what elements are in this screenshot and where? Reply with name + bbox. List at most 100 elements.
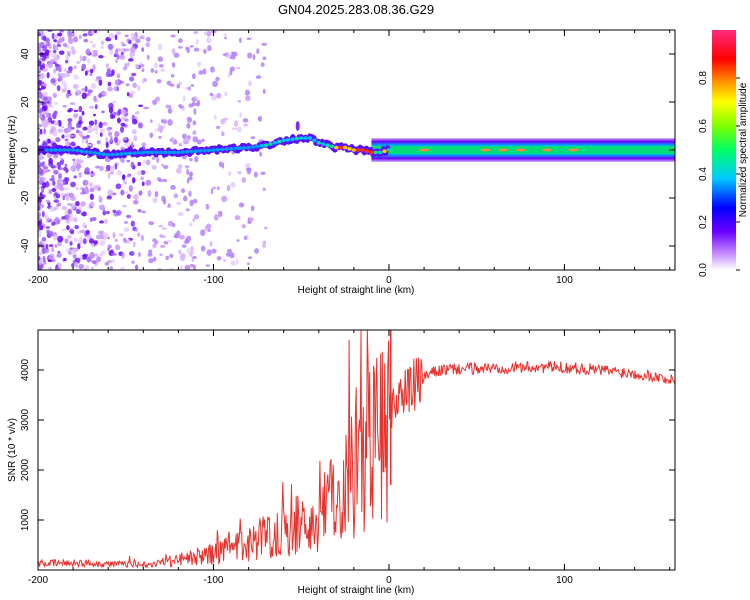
- noise-speckle: [79, 236, 83, 243]
- ridge-core: [48, 148, 54, 152]
- colorbar-tick-label: 0.8: [698, 71, 709, 85]
- noise-speckle: [98, 196, 103, 203]
- noise-speckle: [38, 255, 41, 262]
- noise-speckle: [45, 226, 51, 229]
- noise-speckle: [186, 168, 190, 176]
- noise-speckle: [136, 170, 142, 176]
- noise-speckle: [148, 249, 153, 255]
- noise-speckle: [78, 105, 83, 113]
- noise-speckle: [175, 167, 182, 174]
- noise-speckle: [65, 92, 70, 99]
- ridge-core: [268, 142, 273, 146]
- noise-speckle: [201, 138, 205, 143]
- noise-speckle: [244, 162, 251, 169]
- ridge-core: [75, 148, 80, 153]
- noise-speckle: [93, 30, 98, 34]
- noise-speckle: [115, 58, 118, 64]
- noise-speckle: [180, 188, 186, 194]
- noise-speckle: [110, 252, 117, 256]
- y-axis-label-bottom: SNR (10 * v/v): [7, 418, 18, 482]
- noise-speckle: [62, 195, 66, 201]
- noise-speckle: [63, 68, 68, 73]
- noise-speckle: [188, 103, 194, 108]
- noise-speckle: [47, 266, 51, 270]
- noise-speckle: [70, 181, 76, 188]
- noise-speckle: [46, 42, 50, 47]
- noise-speckle: [108, 107, 114, 114]
- ridge-core: [110, 152, 115, 157]
- noise-speckle: [116, 73, 121, 79]
- noise-speckle: [56, 84, 61, 92]
- noise-speckle: [112, 259, 116, 263]
- noise-speckle: [44, 101, 51, 104]
- y-axis-label-top: Frequency (Hz): [7, 116, 18, 185]
- noise-speckle: [124, 48, 130, 52]
- noise-speckle: [206, 37, 212, 44]
- noise-speckle: [141, 78, 145, 85]
- noise-speckle: [245, 235, 249, 240]
- noise-speckle: [72, 74, 79, 78]
- noise-speckle: [105, 169, 108, 173]
- noise-speckle: [178, 104, 183, 108]
- noise-speckle: [145, 36, 151, 42]
- noise-speckle: [51, 247, 55, 253]
- ridge-core: [373, 150, 379, 155]
- noise-speckle: [76, 230, 81, 234]
- noise-speckle: [237, 170, 242, 175]
- noise-speckle: [61, 135, 65, 138]
- noise-speckle: [90, 266, 95, 270]
- noise-speckle: [78, 34, 82, 40]
- noise-speckle: [165, 255, 169, 261]
- noise-speckle: [184, 237, 189, 244]
- noise-speckle: [56, 252, 62, 256]
- noise-speckle: [186, 248, 190, 254]
- noise-speckle: [91, 30, 94, 34]
- noise-speckle: [79, 229, 86, 234]
- noise-speckle: [188, 86, 191, 91]
- noise-speckle: [47, 138, 52, 144]
- noise-speckle: [42, 166, 49, 170]
- noise-speckle: [162, 198, 167, 205]
- noise-speckle: [85, 93, 91, 96]
- noise-speckle: [146, 54, 150, 60]
- noise-speckle: [48, 244, 54, 248]
- ridge-core: [386, 148, 392, 152]
- noise-speckle: [64, 163, 68, 167]
- ridge-core: [312, 138, 317, 143]
- noise-speckle: [246, 262, 250, 266]
- noise-speckle: [42, 67, 48, 72]
- noise-speckle: [81, 92, 87, 100]
- ridge-core: [206, 148, 212, 153]
- noise-speckle: [186, 116, 193, 123]
- noise-speckle: [43, 261, 47, 265]
- ridge-core: [329, 144, 335, 149]
- noise-speckle: [61, 36, 65, 43]
- noise-speckle: [74, 261, 79, 269]
- noise-speckle: [72, 158, 76, 162]
- noise-speckle: [64, 138, 69, 141]
- noise-speckle: [192, 73, 196, 80]
- noise-speckle: [222, 53, 228, 56]
- noise-speckle: [185, 208, 190, 212]
- noise-speckle: [42, 169, 48, 174]
- noise-speckle: [85, 139, 89, 144]
- noise-speckle: [130, 161, 135, 168]
- ridge-core: [62, 148, 67, 152]
- noise-speckle: [86, 229, 90, 235]
- noise-speckle: [116, 31, 121, 35]
- noise-speckle: [52, 92, 58, 99]
- noise-speckle: [113, 85, 118, 92]
- noise-speckle: [38, 212, 41, 218]
- noise-speckle: [184, 264, 191, 270]
- noise-speckle: [142, 160, 146, 164]
- noise-speckle: [235, 258, 239, 266]
- noise-speckle: [111, 69, 115, 76]
- noise-speckle: [46, 112, 49, 119]
- noise-speckle: [150, 68, 155, 73]
- noise-speckle: [231, 127, 238, 131]
- noise-speckle: [73, 77, 80, 80]
- noise-speckle: [86, 143, 92, 147]
- noise-speckle: [94, 119, 98, 126]
